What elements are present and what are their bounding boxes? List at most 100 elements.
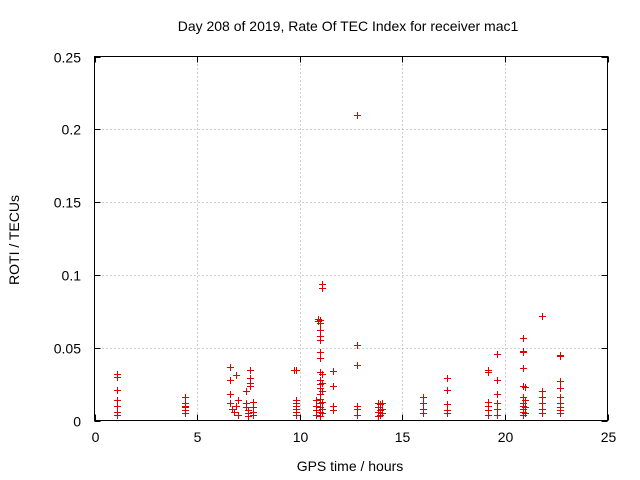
data-point <box>539 394 546 401</box>
data-point <box>539 313 546 320</box>
x-tick-label: 15 <box>395 429 411 445</box>
data-point <box>182 410 189 417</box>
chart-title: Day 208 of 2019, Rate Of TEC Index for r… <box>178 18 519 34</box>
data-point <box>420 394 427 401</box>
data-point <box>227 364 234 371</box>
data-point <box>444 401 451 408</box>
data-point <box>233 372 240 379</box>
x-tick-label: 5 <box>194 429 202 445</box>
data-point <box>557 385 564 392</box>
data-point <box>319 410 326 417</box>
data-point <box>520 335 527 342</box>
data-point <box>227 391 234 398</box>
y-axis-label: ROTI / TECUs <box>6 195 22 285</box>
data-point <box>354 406 361 413</box>
data-point <box>520 349 527 356</box>
x-tick-label: 20 <box>498 429 514 445</box>
data-point <box>420 410 427 417</box>
data-point <box>319 388 326 395</box>
y-tick-labels: 0 0.05 0.1 0.15 0.2 0.25 <box>54 50 81 430</box>
data-point <box>522 404 529 411</box>
data-point <box>243 388 250 395</box>
data-point <box>420 400 427 407</box>
data-point <box>319 371 326 378</box>
data-point <box>247 367 254 374</box>
data-point <box>557 410 564 417</box>
data-point <box>319 285 326 292</box>
data-point <box>354 342 361 349</box>
data-point <box>379 400 386 407</box>
data-point <box>522 410 529 417</box>
data-point <box>293 367 300 374</box>
data-point <box>494 351 501 358</box>
data-point <box>557 353 564 360</box>
data-point <box>317 337 324 344</box>
data-point <box>557 378 564 385</box>
data-point <box>235 397 242 404</box>
data-point <box>444 410 451 417</box>
data-point <box>494 406 501 413</box>
data-point <box>539 410 546 417</box>
x-tick-label: 10 <box>293 429 309 445</box>
data-point <box>520 365 527 372</box>
data-point <box>250 412 257 419</box>
y-tick-label: 0 <box>73 414 81 430</box>
data-point <box>485 369 492 376</box>
y-tick-label: 0.15 <box>54 195 81 211</box>
data-point <box>319 399 326 406</box>
data-point <box>330 407 337 414</box>
data-point <box>330 368 337 375</box>
data-point <box>557 394 564 401</box>
data-point <box>354 412 361 419</box>
data-point <box>235 412 242 419</box>
axis-ticks <box>94 56 609 422</box>
x-tick-label: 0 <box>92 429 100 445</box>
data-point <box>114 403 121 410</box>
data-point <box>114 412 121 419</box>
data-point <box>182 394 189 401</box>
data-point <box>494 377 501 384</box>
data-point <box>522 384 529 391</box>
data-point <box>379 410 386 417</box>
data-point <box>247 383 254 390</box>
data-point <box>494 412 501 419</box>
data-point <box>354 362 361 369</box>
y-tick-label: 0.25 <box>54 50 81 66</box>
plot-frame <box>94 56 608 421</box>
data-point <box>227 400 234 407</box>
data-point <box>539 400 546 407</box>
x-tick-label: 25 <box>601 429 617 445</box>
y-tick-label: 0.1 <box>62 268 82 284</box>
data-point <box>494 400 501 407</box>
data-point <box>245 413 252 420</box>
data-point <box>444 375 451 382</box>
data-point <box>227 377 234 384</box>
data-points <box>114 112 564 420</box>
x-tick-labels: 0 5 10 15 20 25 <box>92 429 617 445</box>
data-point <box>317 327 324 334</box>
data-point <box>114 397 121 404</box>
data-point <box>522 397 529 404</box>
data-point <box>317 320 324 327</box>
data-point <box>293 412 300 419</box>
data-point <box>313 412 320 419</box>
data-point <box>317 355 324 362</box>
data-point <box>114 374 121 381</box>
x-axis-label: GPS time / hours <box>297 458 404 474</box>
data-point <box>114 387 121 394</box>
data-point <box>233 403 240 410</box>
data-point <box>494 391 501 398</box>
data-point <box>319 380 326 387</box>
data-point <box>317 349 324 356</box>
data-point <box>313 397 320 404</box>
data-point <box>354 112 361 119</box>
data-point <box>231 409 238 416</box>
data-point <box>485 412 492 419</box>
data-point <box>444 387 451 394</box>
grid-lines <box>94 56 608 421</box>
y-tick-label: 0.2 <box>62 122 82 138</box>
y-tick-label: 0.05 <box>54 341 81 357</box>
data-point <box>330 383 337 390</box>
data-point <box>539 388 546 395</box>
